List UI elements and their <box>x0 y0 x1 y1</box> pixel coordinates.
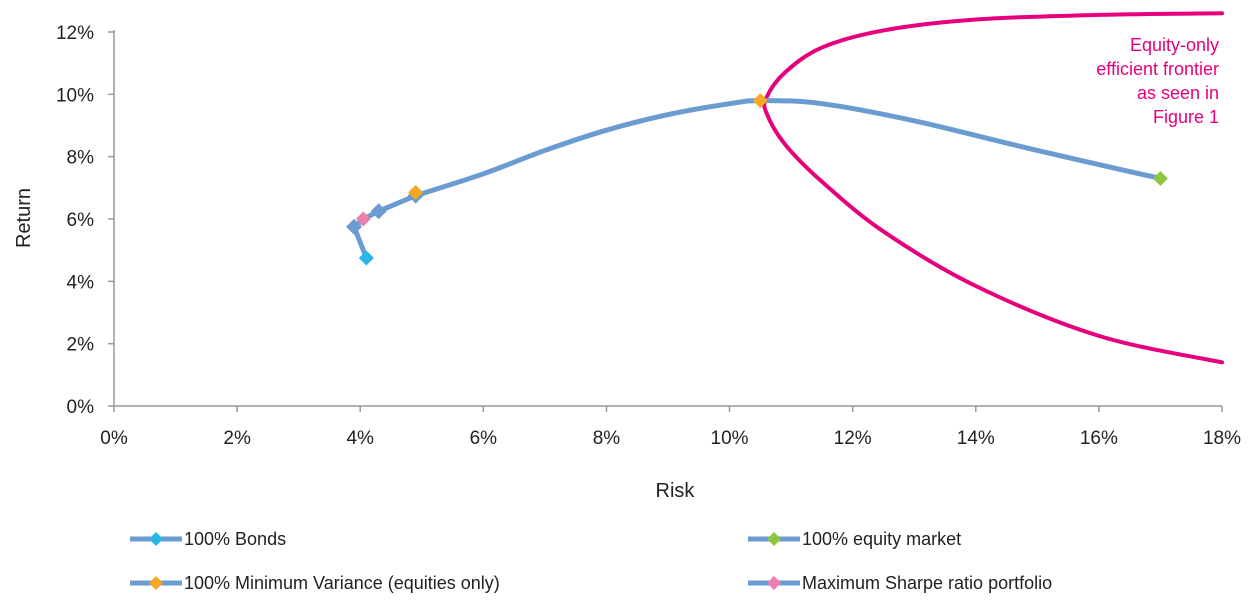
x-tick-label: 6% <box>470 428 498 449</box>
y-tick-label: 12% <box>56 23 94 44</box>
legend-label: 100% Bonds <box>184 529 286 549</box>
x-tick-label: 16% <box>1080 428 1118 449</box>
data-point <box>408 185 424 201</box>
x-tick-label: 10% <box>711 428 749 449</box>
legend-item: Maximum Sharpe ratio portfolio <box>748 573 1052 593</box>
x-tick-label: 2% <box>223 428 251 449</box>
legend-label: 100% Minimum Variance (equities only) <box>184 573 500 593</box>
legend-label: 100% equity market <box>802 529 961 549</box>
y-tick-label: 4% <box>67 272 95 293</box>
equity-frontier-curve <box>762 11 1224 365</box>
frontier-annotation-line: Figure 1 <box>1153 107 1219 127</box>
legend-label: Maximum Sharpe ratio portfolio <box>802 573 1052 593</box>
data-point <box>1152 170 1168 186</box>
frontier-annotation-line: Equity-only <box>1130 35 1219 55</box>
portfolio-blend-curve <box>351 98 1163 261</box>
markers <box>346 93 1168 266</box>
x-tick-label: 0% <box>100 428 128 449</box>
blend-point <box>370 203 387 220</box>
legend: 100% Bonds 100% equity market 100% Minimum… <box>130 529 1052 593</box>
y-tick-label: 0% <box>67 397 95 418</box>
frontier-annotation-line: as seen in <box>1137 83 1219 103</box>
data-point <box>752 93 768 109</box>
frontier-annotation: Equity-only efficient frontier as seen in F… <box>1096 35 1219 127</box>
y-tick-label: 10% <box>56 85 94 106</box>
y-axis-title: Return <box>13 188 35 248</box>
x-tick-label: 12% <box>834 428 872 449</box>
legend-item: 100% equity market <box>748 529 961 549</box>
legend-marker <box>149 532 163 546</box>
data-point <box>358 250 374 266</box>
legend-item: 100% Bonds <box>130 529 286 549</box>
x-axis-title: Risk <box>656 480 696 502</box>
data-point <box>355 211 371 227</box>
y-tick-label: 2% <box>67 335 95 356</box>
y-tick-label: 6% <box>67 210 95 231</box>
axes: 0% 2% 4% 6% 8% 10% 12% 0% 2% 4% 6% 8% 10% 12% 14% 16% 18… <box>56 23 1241 449</box>
y-tick-label: 8% <box>67 148 95 169</box>
x-tick-label: 18% <box>1203 428 1241 449</box>
blend-point <box>346 218 363 235</box>
curves <box>351 11 1224 365</box>
x-tick-label: 4% <box>346 428 374 449</box>
x-tick-label: 8% <box>593 428 621 449</box>
legend-marker <box>767 532 781 546</box>
legend-item: 100% Minimum Variance (equities only) <box>130 573 500 593</box>
frontier-annotation-line: efficient frontier <box>1096 59 1219 79</box>
legend-marker <box>149 576 163 590</box>
legend-marker <box>767 576 781 590</box>
x-tick-label: 14% <box>957 428 995 449</box>
